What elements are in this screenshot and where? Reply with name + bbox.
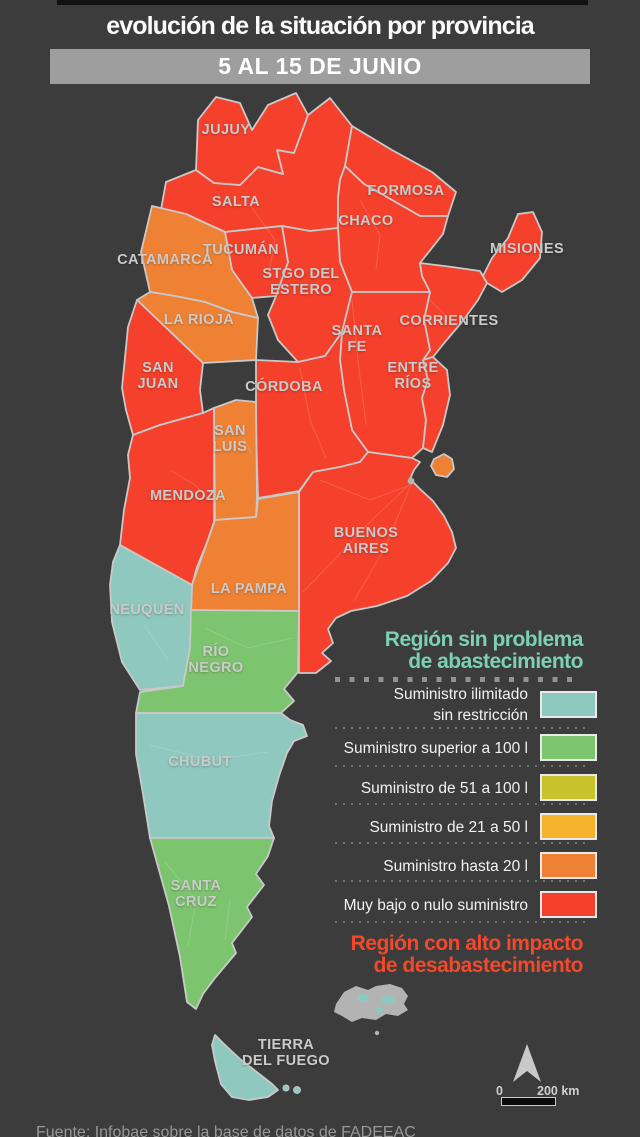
north-arrow-icon [513, 1044, 541, 1082]
dotted-separator [335, 727, 591, 729]
scale-end-label: 200 km [537, 1084, 580, 1098]
scale-start-label: 0 [496, 1084, 503, 1098]
department-lines [143, 199, 449, 947]
legend-swatch-51-100 [540, 774, 597, 801]
page-title: evolución de la situación por provincia [106, 12, 534, 40]
small-island-dot [374, 1030, 380, 1036]
province-label-san-juan: SAN JUAN [137, 360, 179, 392]
legend-swatch-muy-bajo [540, 891, 597, 918]
province-label-salta: SALTA [211, 194, 261, 211]
legend-label-51-100: Suministro de 51 a 100 l [360, 780, 528, 797]
province-mendoza [119, 407, 215, 586]
province-label-formosa: FORMOSA [367, 183, 445, 200]
top-black-strip [57, 0, 588, 5]
province-caba [430, 453, 455, 478]
province-label-catamarca: CATAMARCA [117, 252, 213, 269]
city-dot [407, 477, 415, 485]
dotted-separator [335, 921, 591, 923]
province-label-neuquen: NEUQUÉN [109, 602, 185, 619]
source-credit: Fuente: Infobae sobre la base de datos d… [36, 1124, 416, 1137]
legend-header-impact: Región con alto impacto de desabastecimi… [350, 932, 584, 977]
dotted-separator [335, 880, 591, 882]
province-entre-rios [421, 356, 451, 453]
province-santa-cruz [149, 837, 275, 1010]
province-label-mendoza: MENDOZA [149, 488, 227, 505]
province-label-chaco: CHACO [338, 213, 394, 230]
province-label-la-pampa: LA PAMPA [210, 581, 288, 598]
province-tierra-del-fuego [211, 1034, 279, 1101]
province-misiones [481, 211, 543, 293]
malvinas-outline [334, 984, 408, 1022]
dotted-separator [335, 803, 591, 805]
provinces [109, 92, 543, 1101]
province-label-cordoba: CÓRDOBA [245, 379, 323, 396]
islas-malvinas [334, 984, 408, 1036]
legend-swatch-superior-100 [540, 734, 597, 761]
malvinas-patch [381, 995, 395, 1005]
province-label-san-luis: SAN LUIS [212, 423, 248, 455]
malvinas-patch [357, 994, 369, 1002]
legend-label-muy-bajo: Muy bajo o nulo suministro [343, 897, 528, 914]
legend-header-no-problem: Región sin problema de abastecimiento [384, 628, 584, 673]
province-label-santa-fe: SANTA FE [331, 323, 383, 355]
province-buenos-aires [298, 451, 457, 674]
tdf-islet [282, 1084, 290, 1092]
province-label-misiones: MISIONES [489, 241, 565, 258]
legend-label-ilimitado: Suministro ilimitado sin restricción [393, 686, 528, 724]
legend-label-21-50: Suministro de 21 a 50 l [369, 819, 528, 836]
legend-swatch-hasta-20 [540, 852, 597, 879]
province-label-buenos-aires: BUENOS AIRES [333, 525, 399, 557]
province-label-rio-negro: RÍO NEGRO [188, 644, 244, 676]
province-label-corrientes: CORRIENTES [399, 313, 499, 330]
province-label-la-rioja: LA RIOJA [163, 312, 235, 329]
province-label-entre-rios: ENTRE RÍOS [387, 360, 439, 392]
legend-label-superior-100: Suministro superior a 100 l [343, 740, 528, 757]
scale-bar [501, 1097, 556, 1106]
malvinas-patch [375, 1007, 383, 1013]
legend-swatch-21-50 [540, 813, 597, 840]
tdf-islet [293, 1086, 301, 1094]
province-label-chubut: CHUBUT [168, 754, 232, 771]
dotted-separator [335, 677, 578, 682]
province-label-tucuman: TUCUMÁN [202, 242, 280, 259]
province-label-santiago: STGO DEL ESTERO [262, 266, 340, 298]
province-label-santa-cruz: SANTA CRUZ [170, 878, 222, 910]
period-bar: 5 AL 15 DE JUNIO [50, 49, 590, 84]
province-label-jujuy: JUJUY [201, 122, 251, 139]
province-chubut [135, 712, 308, 839]
province-label-tierra-del-fuego: TIERRA DEL FUEGO [242, 1037, 330, 1069]
dotted-separator [335, 842, 591, 844]
province-corrientes [419, 262, 488, 361]
legend-swatch-ilimitado [540, 691, 597, 718]
province-jujuy [195, 92, 309, 186]
legend-label-hasta-20: Suministro hasta 20 l [383, 858, 528, 875]
dotted-separator [335, 765, 591, 767]
